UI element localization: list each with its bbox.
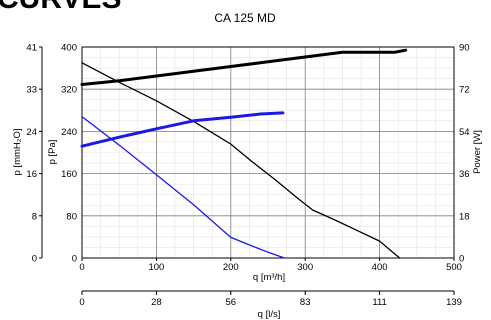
y-left-outer-tick-label: 24 [26,127,37,138]
x-secondary-tick-label: 0 [79,297,84,308]
y-left-tick-label: 320 [61,85,77,96]
y-right-axis-label: Power [W] [472,130,483,174]
x-tick-label: 100 [148,262,164,273]
y-left-outer-tick-label: 8 [32,211,37,222]
y-right-tick-label: 18 [459,211,470,222]
y-left-tick-label: 80 [66,211,77,222]
y-right-tick-label: 90 [459,43,470,54]
series-line-1 [80,48,408,86]
y-right-tick-label: 72 [459,85,470,96]
y-left-outer-tick-label: 16 [26,169,37,180]
y-left-tick-label: 160 [61,169,77,180]
y-left-tick-label: 0 [72,254,77,265]
series-line-4 [81,115,286,259]
x-secondary-tick-label: 111 [372,297,386,308]
x-tick-label: 200 [223,262,239,273]
x-secondary-axis-label: q [l/s] [258,309,281,320]
x-tick-label: 0 [79,262,84,273]
x-tick-label: 400 [372,262,388,273]
y-left-tick-label: 240 [61,127,77,138]
series-layer [80,48,408,259]
x-tick-label: 300 [297,262,313,273]
x-axis-label: q [m³/h] [253,272,285,283]
y-left-outer-axis-label: p [mmH₂O] [12,129,23,176]
y-left-axis-label: p [Pa] [47,140,58,165]
y-right-tick-label: 0 [459,254,464,265]
y-left-outer-tick-label: 0 [32,254,37,265]
page-heading: CURVES [0,0,121,15]
y-left-tick-label: 400 [61,43,77,54]
y-right-tick-label: 36 [459,169,470,180]
x-tick-label: 500 [446,262,462,273]
series-line-3 [80,111,285,148]
x-secondary-tick-label: 139 [446,297,462,308]
x-secondary-tick-label: 28 [151,297,162,308]
x-secondary-tick-label: 83 [300,297,311,308]
chart-title: CA 125 MD [214,11,276,25]
y-left-outer-tick-label: 41 [26,43,37,54]
series-line-2 [81,62,401,259]
y-right-tick-label: 54 [459,127,470,138]
y-left-outer-tick-label: 33 [26,85,37,96]
plot-frame [81,46,455,259]
x-secondary-tick-label: 56 [226,297,237,308]
